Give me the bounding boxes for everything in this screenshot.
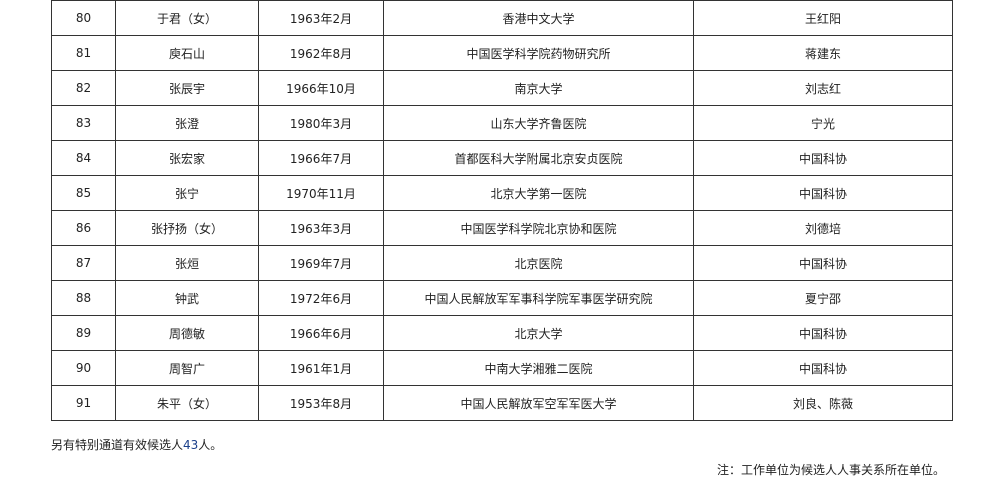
- cell-birth: 1963年3月: [258, 210, 384, 246]
- cell-nominator: 刘德培: [693, 210, 953, 246]
- cell-no: 86: [51, 210, 116, 246]
- cell-name: 张宏家: [115, 140, 259, 176]
- cell-unit: 首都医科大学附属北京安贞医院: [383, 140, 694, 176]
- cell-unit: 中国人民解放军空军军医大学: [383, 385, 694, 421]
- cell-nominator: 王红阳: [693, 0, 953, 36]
- cell-birth: 1961年1月: [258, 350, 384, 386]
- table-row: 90 周智广 1961年1月 中南大学湘雅二医院 中国科协: [51, 350, 953, 386]
- footer-suffix: 人。: [198, 438, 223, 452]
- cell-name: 庾石山: [115, 35, 259, 71]
- table-row: 80 于君（女） 1963年2月 香港中文大学 王红阳: [51, 0, 953, 36]
- cell-no: 81: [51, 35, 116, 71]
- cell-name: 张辰宇: [115, 70, 259, 106]
- cell-name: 钟武: [115, 280, 259, 316]
- table-row: 81 庾石山 1962年8月 中国医学科学院药物研究所 蒋建东: [51, 35, 953, 71]
- table-row: 82 张辰宇 1966年10月 南京大学 刘志红: [51, 70, 953, 106]
- cell-no: 88: [51, 280, 116, 316]
- cell-no: 89: [51, 315, 116, 351]
- cell-birth: 1966年10月: [258, 70, 384, 106]
- cell-unit: 北京大学: [383, 315, 694, 351]
- cell-nominator: 中国科协: [693, 175, 953, 211]
- table-row: 85 张宁 1970年11月 北京大学第一医院 中国科协: [51, 175, 953, 211]
- cell-birth: 1969年7月: [258, 245, 384, 281]
- cell-unit: 山东大学齐鲁医院: [383, 105, 694, 141]
- cell-nominator: 夏宁邵: [693, 280, 953, 316]
- cell-nominator: 刘良、陈薇: [693, 385, 953, 421]
- cell-no: 87: [51, 245, 116, 281]
- cell-birth: 1953年8月: [258, 385, 384, 421]
- cell-no: 82: [51, 70, 116, 106]
- cell-nominator: 中国科协: [693, 245, 953, 281]
- unit-note: 注：工作单位为候选人人事关系所在单位。: [716, 463, 945, 477]
- cell-unit: 中国人民解放军军事科学院军事医学研究院: [383, 280, 694, 316]
- cell-no: 84: [51, 140, 116, 176]
- cell-name: 张宁: [115, 175, 259, 211]
- cell-no: 85: [51, 175, 116, 211]
- cell-nominator: 中国科协: [693, 315, 953, 351]
- cell-unit: 中南大学湘雅二医院: [383, 350, 694, 386]
- table-row: 83 张澄 1980年3月 山东大学齐鲁医院 宁光: [51, 105, 953, 141]
- cell-nominator: 蒋建东: [693, 35, 953, 71]
- cell-no: 91: [51, 385, 116, 421]
- table-row: 84 张宏家 1966年7月 首都医科大学附属北京安贞医院 中国科协: [51, 140, 953, 176]
- table-row: 91 朱平（女） 1953年8月 中国人民解放军空军军医大学 刘良、陈薇: [51, 385, 953, 421]
- cell-name: 于君（女）: [115, 0, 259, 36]
- cell-unit: 中国医学科学院药物研究所: [383, 35, 694, 71]
- special-channel-note: 另有特别通道有效候选人43人。: [51, 436, 222, 453]
- cell-unit: 北京大学第一医院: [383, 175, 694, 211]
- table-row: 86 张抒扬（女） 1963年3月 中国医学科学院北京协和医院 刘德培: [51, 210, 953, 246]
- cell-unit: 北京医院: [383, 245, 694, 281]
- footer-count: 43: [183, 438, 199, 452]
- cell-name: 周智广: [115, 350, 259, 386]
- cell-unit: 南京大学: [383, 70, 694, 106]
- cell-unit: 中国医学科学院北京协和医院: [383, 210, 694, 246]
- cell-nominator: 中国科协: [693, 350, 953, 386]
- cell-birth: 1962年8月: [258, 35, 384, 71]
- cell-birth: 1963年2月: [258, 0, 384, 36]
- cell-name: 朱平（女）: [115, 385, 259, 421]
- cell-no: 83: [51, 105, 116, 141]
- cell-unit: 香港中文大学: [383, 0, 694, 36]
- cell-nominator: 中国科协: [693, 140, 953, 176]
- table-row: 89 周德敏 1966年6月 北京大学 中国科协: [51, 315, 953, 351]
- table-row: 87 张烜 1969年7月 北京医院 中国科协: [51, 245, 953, 281]
- cell-nominator: 宁光: [693, 105, 953, 141]
- cell-name: 周德敏: [115, 315, 259, 351]
- cell-birth: 1970年11月: [258, 175, 384, 211]
- cell-birth: 1980年3月: [258, 105, 384, 141]
- footer-prefix: 另有特别通道有效候选人: [51, 438, 184, 452]
- cell-no: 90: [51, 350, 116, 386]
- candidate-table: 80 于君（女） 1963年2月 香港中文大学 王红阳 81 庾石山 1962年8月 中国医学科…: [51, 0, 953, 421]
- cell-nominator: 刘志红: [693, 70, 953, 106]
- cell-no: 80: [51, 0, 116, 36]
- cell-birth: 1966年7月: [258, 140, 384, 176]
- cell-birth: 1966年6月: [258, 315, 384, 351]
- table-row: 88 钟武 1972年6月 中国人民解放军军事科学院军事医学研究院 夏宁邵: [51, 280, 953, 316]
- cell-birth: 1972年6月: [258, 280, 384, 316]
- cell-name: 张澄: [115, 105, 259, 141]
- cell-name: 张抒扬（女）: [115, 210, 259, 246]
- cell-name: 张烜: [115, 245, 259, 281]
